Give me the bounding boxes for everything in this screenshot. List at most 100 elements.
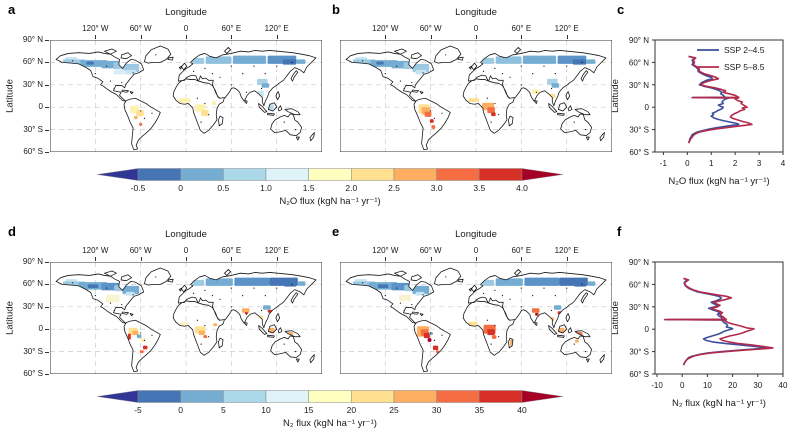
lon-tick-mark [95, 257, 97, 261]
lat-tick-mark [45, 84, 49, 86]
lon-tick-mark [521, 257, 523, 261]
world-map-d [50, 262, 322, 374]
legend-entry-ssp245: SSP 2–4.5 [724, 45, 765, 55]
lat-tick-mark [45, 129, 49, 131]
lon-tick-label: 120° W [372, 24, 399, 33]
colorbar-title: N₂O flux (kgN ha⁻¹ yr⁻¹) [279, 196, 381, 207]
lat-tick-label: 30° N [629, 303, 649, 312]
colorbar-tick-label: 30 [431, 405, 442, 415]
lat-tick-mark [45, 284, 49, 286]
lon-tick-label: 0 [473, 246, 479, 255]
x-tick-label: 4 [781, 159, 786, 168]
colorbar-tick-label: 2.0 [345, 183, 358, 193]
latitude-flux-chart-c: -1 0 1 2 3 4 90° N 60° N 30° N 0 30° S 60° S N₂O flu… [610, 36, 786, 187]
panel-label-e: e [332, 224, 340, 239]
lat-tick-label: 30° N [22, 301, 43, 311]
colorbar-tick-label: -0.5 [130, 183, 146, 193]
flux-overlay-a [62, 54, 306, 131]
lat-tick-label: 60° N [22, 279, 43, 289]
ssp585-line [687, 55, 753, 144]
colorbar-tick-label: 40 [517, 405, 527, 415]
panel-label-c: c [617, 2, 625, 17]
colorbar-tick-label: 1.0 [260, 183, 272, 193]
latitude-title: Latitude [4, 79, 16, 113]
lon-tick-label: 60° W [419, 24, 442, 33]
lat-tick-label: 60° N [629, 280, 649, 289]
x-tick-label: 3 [757, 159, 762, 168]
lat-tick-mark [45, 107, 49, 109]
lon-tick-mark [140, 35, 142, 39]
x-tick-label: 10 [703, 381, 712, 390]
lat-tick-label: 90° N [22, 35, 43, 44]
legend-entry-ssp585: SSP 5–8.5 [724, 62, 765, 72]
x-tick-label: 2 [733, 159, 738, 168]
lon-tick-label: 120° E [554, 24, 579, 33]
lat-tick-mark [45, 62, 49, 64]
colorbar-tick-label: 0 [178, 405, 184, 415]
colorbar-tick-label: 35 [474, 405, 485, 415]
colorbar-tick-label: 20 [346, 405, 357, 415]
lon-tick-mark [476, 257, 477, 261]
lon-tick-mark [276, 257, 278, 261]
lon-tick-label: 120° E [264, 246, 289, 255]
flux-overlay-b [352, 54, 596, 131]
colorbar-tick-label: 5 [220, 405, 226, 415]
lat-tick-mark [45, 262, 49, 263]
panel-label-a: a [8, 2, 16, 17]
lon-tick-mark [186, 257, 187, 261]
lon-tick-label: 0 [183, 246, 189, 255]
lat-tick-label: 30° S [629, 348, 649, 357]
flux-overlay-d [62, 276, 306, 354]
colorbar-tick-label: 3.0 [430, 183, 443, 193]
lat-tick-label: 90° N [22, 257, 43, 266]
lat-tick-label: 0 [645, 103, 650, 112]
latitude-flux-chart-f: -10 0 10 20 30 40 90° N 60° N 30° N 0 30° S 60° S N₂… [610, 258, 788, 409]
lon-tick-mark [186, 35, 187, 39]
lon-tick-mark [385, 35, 387, 39]
lon-tick-mark [566, 35, 568, 39]
lat-tick-mark [45, 40, 49, 41]
lon-tick-label: 120° W [82, 246, 109, 255]
lon-tick-mark [521, 35, 523, 39]
colorbar-tick-label: 0.5 [217, 183, 230, 193]
colorbar-title: N₂ flux (kgN ha⁻¹ yr⁻¹) [283, 418, 377, 429]
lat-tick-label: 60° S [23, 147, 43, 156]
lat-tick-mark [45, 374, 49, 375]
lat-tick-label: 30° S [23, 124, 43, 134]
lat-tick-mark [45, 152, 49, 153]
lon-tick-mark [276, 35, 278, 39]
panel-label-d: d [8, 224, 16, 239]
lon-tick-mark [430, 35, 432, 39]
latitude-title: Latitude [4, 301, 16, 335]
lon-tick-label: 60° E [511, 24, 532, 33]
panel-label-b: b [332, 2, 340, 17]
longitude-title: Longitude [165, 229, 207, 240]
lon-tick-mark [430, 257, 432, 261]
x-tick-label: 1 [709, 159, 714, 168]
lat-tick-label: 60° S [23, 369, 43, 378]
lat-tick-label: 60° N [22, 57, 43, 67]
lon-tick-mark [566, 257, 568, 261]
colorbar-tick-label: 15 [303, 405, 314, 415]
panel-label-f: f [617, 224, 622, 239]
lat-tick-label: 30° S [629, 126, 649, 135]
x-axis-title: N₂O flux (kgN ha⁻¹ yr⁻¹) [668, 176, 769, 187]
colorbar-n2o [96, 168, 564, 181]
lat-tick-label: 30° N [629, 81, 649, 90]
colorbar-tick-label: 4.0 [516, 183, 528, 193]
lat-tick-label: 30° N [22, 79, 43, 89]
x-tick-label: 30 [753, 381, 762, 390]
lon-tick-label: 120° W [82, 24, 109, 33]
colorbar-tick-label: 2.5 [388, 183, 400, 193]
flux-overlay-e [352, 276, 596, 358]
lon-tick-label: 120° E [554, 246, 579, 255]
longitude-title: Longitude [165, 7, 207, 18]
world-map-b [340, 40, 612, 152]
x-tick-label: 0 [685, 159, 690, 168]
lon-tick-label: 0 [183, 24, 189, 33]
longitude-title: Longitude [455, 229, 497, 240]
colorbar-tick-label: 3.5 [473, 183, 486, 193]
world-map-a [50, 40, 322, 152]
x-tick-label: -10 [651, 381, 663, 390]
